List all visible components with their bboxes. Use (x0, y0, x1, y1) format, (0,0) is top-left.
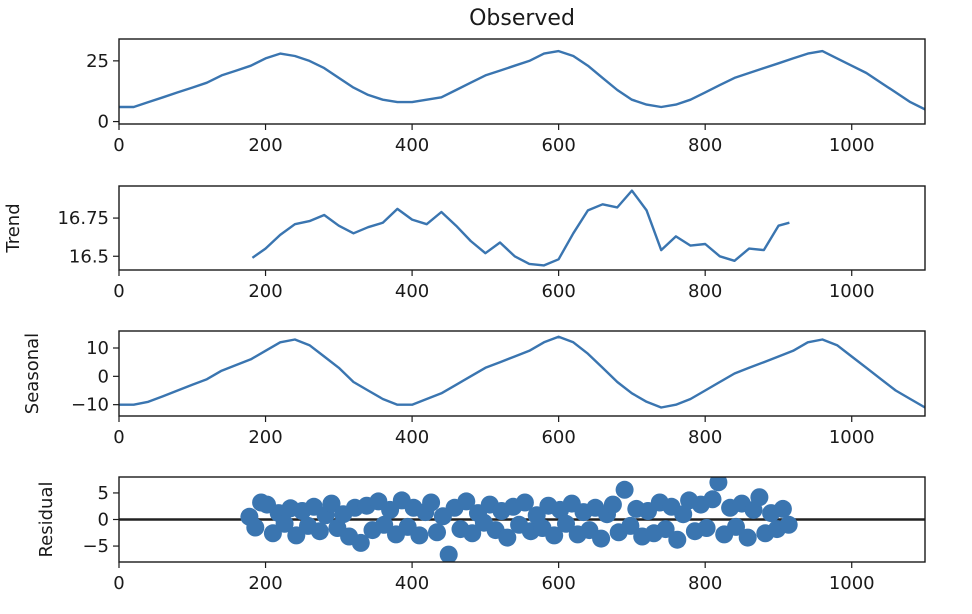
y-axis-label: Residual (36, 481, 57, 557)
residual-point (310, 522, 329, 541)
plot-area (119, 49, 925, 111)
y-tick-label: 16.75 (57, 208, 109, 229)
x-tick-label: 800 (688, 135, 722, 156)
residual-point (428, 523, 446, 542)
plot-area (119, 335, 925, 409)
x-tick-label: 200 (248, 281, 282, 302)
residual-point (410, 526, 429, 545)
x-tick-label: 400 (395, 281, 429, 302)
residual-point (275, 514, 294, 533)
y-tick-label: −5 (82, 536, 109, 557)
x-tick-label: 1000 (829, 573, 875, 594)
x-tick-label: 0 (113, 573, 124, 594)
y-tick-label: 16.5 (69, 246, 109, 267)
residual-point (351, 533, 370, 552)
residual-panel: Residual 0 200 400 600 800 1000−505 (36, 476, 926, 594)
x-tick-label: 1000 (829, 281, 875, 302)
x-tick-label: 0 (113, 281, 124, 302)
x-tick-label: 600 (541, 427, 575, 448)
residual-point (750, 488, 769, 507)
residual-point (246, 518, 265, 537)
x-tick-label: 400 (395, 427, 429, 448)
axes-frame (118, 185, 926, 271)
y-axis-label: Trend (3, 203, 24, 253)
y-tick-label: 10 (86, 338, 109, 359)
x-tick-label: 600 (541, 135, 575, 156)
x-tick-label: 400 (395, 573, 429, 594)
residual-point (457, 492, 476, 511)
x-tick-label: 800 (688, 427, 722, 448)
x-tick-label: 200 (248, 427, 282, 448)
residual-point (709, 477, 728, 492)
residual-point (557, 514, 575, 533)
y-tick-label: 0 (98, 366, 109, 387)
trend-panel: Trend 0 200 400 600 800 1000 16.5 16.75 (3, 185, 926, 302)
residual-point (322, 494, 341, 513)
y-tick-label: 25 (86, 51, 109, 72)
y-tick-label: 0 (98, 112, 109, 133)
x-tick-label: 800 (688, 573, 722, 594)
y-tick-label: 5 (98, 483, 109, 504)
x-tick-label: 0 (113, 135, 124, 156)
x-tick-label: 200 (248, 135, 282, 156)
axes-frame (118, 38, 926, 125)
x-tick-label: 600 (541, 573, 575, 594)
y-axis-label: Seasonal (22, 333, 43, 414)
series-line (251, 189, 790, 267)
x-tick-label: 400 (395, 135, 429, 156)
residual-point (615, 480, 634, 499)
residual-point (656, 520, 675, 539)
residual-point (422, 493, 441, 512)
plot-area (119, 477, 925, 562)
residual-point (668, 530, 687, 549)
x-tick-label: 0 (113, 427, 124, 448)
residual-point (592, 529, 611, 548)
residual-point (545, 526, 564, 545)
x-tick-label: 200 (248, 573, 282, 594)
x-tick-label: 800 (688, 281, 722, 302)
y-tick-label: 0 (98, 510, 109, 531)
residual-point (498, 528, 517, 547)
residual-point (773, 499, 792, 518)
observed-panel: Observed 0 200 400 600 800 1000 0 25 (86, 6, 926, 156)
x-tick-label: 600 (541, 281, 575, 302)
plot-area (251, 189, 790, 267)
chart-title: Observed (469, 6, 575, 31)
residual-point (727, 517, 745, 536)
residual-point (603, 495, 622, 514)
residual-point (779, 515, 798, 534)
series-line (119, 49, 925, 111)
residual-point (703, 490, 722, 509)
residual-point (439, 545, 458, 562)
axes-frame (118, 330, 926, 417)
residual-point (697, 519, 716, 537)
residual-point (674, 505, 693, 524)
residual-point (738, 528, 757, 547)
residual-point (621, 516, 640, 535)
series-line (119, 335, 925, 409)
y-tick-label: −10 (71, 395, 109, 416)
residual-point (515, 493, 534, 512)
x-tick-label: 1000 (829, 427, 875, 448)
x-tick-label: 1000 (829, 135, 875, 156)
residual-point (463, 524, 482, 543)
